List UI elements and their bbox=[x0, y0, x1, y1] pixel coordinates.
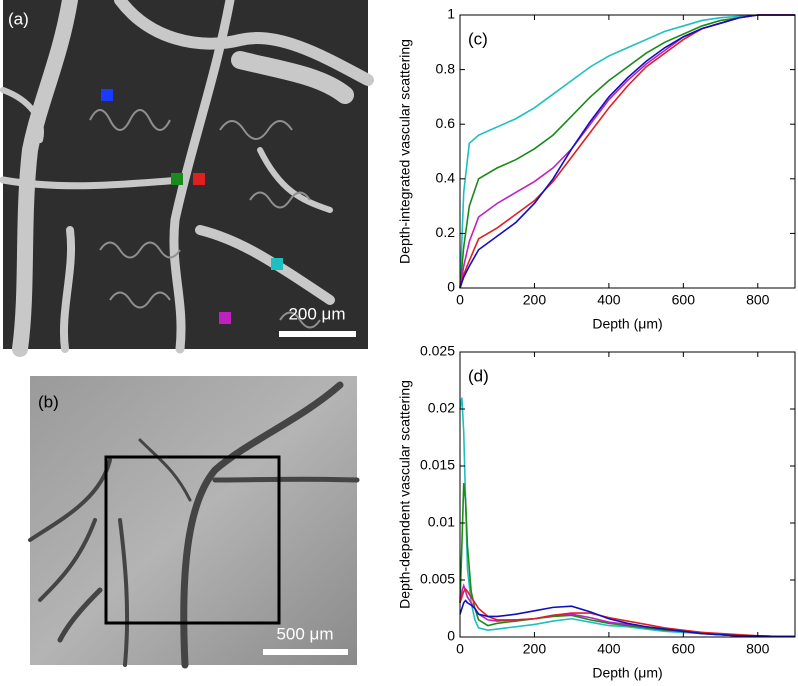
image-a: 200 μm (a) bbox=[0, 0, 374, 357]
image-b: 500 μm (b) bbox=[28, 376, 360, 669]
y-tick-label: 0.2 bbox=[436, 224, 456, 240]
series-line bbox=[459, 587, 795, 638]
y-tick-label: 0.01 bbox=[428, 514, 455, 530]
scale-bar-label: 500 μm bbox=[276, 624, 333, 643]
panel-label: (a) bbox=[8, 9, 29, 28]
marker bbox=[193, 173, 205, 185]
y-tick-label: 0.015 bbox=[420, 457, 455, 473]
x-tick-label: 200 bbox=[523, 641, 547, 657]
panel-label: (b) bbox=[38, 392, 59, 411]
y-tick-label: 1 bbox=[447, 6, 455, 22]
vessels bbox=[28, 381, 360, 669]
y-tick-label: 0 bbox=[447, 279, 455, 295]
series-line bbox=[459, 599, 795, 638]
y-tick-label: 0.02 bbox=[428, 400, 455, 416]
marker bbox=[271, 258, 283, 270]
x-tick-label: 0 bbox=[456, 641, 464, 657]
roi-box bbox=[104, 455, 281, 625]
y-tick-label: 0.8 bbox=[436, 60, 456, 76]
x-tick-label: 200 bbox=[523, 292, 547, 308]
vessels bbox=[0, 0, 374, 357]
marker bbox=[219, 312, 231, 324]
y-tick-label: 0.005 bbox=[420, 571, 455, 587]
axes-frame bbox=[459, 14, 796, 289]
y-axis-label: Depth-integrated vascular scattering bbox=[397, 39, 413, 264]
x-axis-label: Depth (μm) bbox=[592, 665, 662, 681]
plot-area bbox=[460, 352, 795, 637]
scale-bar bbox=[279, 331, 356, 337]
x-tick-label: 400 bbox=[597, 641, 621, 657]
capillaries bbox=[89, 109, 321, 329]
series-line bbox=[459, 14, 795, 289]
scale-bar bbox=[263, 649, 348, 655]
y-tick-label: 0 bbox=[447, 628, 455, 644]
x-tick-label: 600 bbox=[672, 641, 696, 657]
x-tick-label: 400 bbox=[597, 292, 621, 308]
y-tick-label: 0.025 bbox=[420, 343, 455, 359]
series-line bbox=[459, 14, 795, 289]
scale-bar-label: 200 μm bbox=[288, 304, 345, 323]
x-tick-label: 800 bbox=[746, 641, 770, 657]
marker bbox=[101, 89, 113, 101]
chart: 0 200 400 600 800 0 0.2 0.4 0.6 0.8 1 Depth (μm) Dep… bbox=[397, 6, 796, 332]
axes-frame bbox=[459, 351, 796, 638]
marker bbox=[171, 173, 183, 185]
y-tick-label: 0.6 bbox=[436, 115, 456, 131]
panel-label: (c) bbox=[468, 29, 488, 48]
x-axis-label: Depth (μm) bbox=[592, 316, 662, 332]
y-axis-label: Depth-dependent vascular scattering bbox=[397, 380, 413, 609]
y-tick-label: 0.4 bbox=[436, 170, 456, 186]
x-tick-label: 800 bbox=[746, 292, 770, 308]
panel-label: (d) bbox=[468, 366, 489, 385]
x-tick-label: 600 bbox=[672, 292, 696, 308]
chart: 0 200 400 600 800 0 0.005 0.01 0.015 0.02 0.025 Dep… bbox=[397, 343, 796, 681]
series-line bbox=[459, 14, 795, 289]
plot-area bbox=[460, 15, 795, 288]
x-tick-label: 0 bbox=[456, 292, 464, 308]
